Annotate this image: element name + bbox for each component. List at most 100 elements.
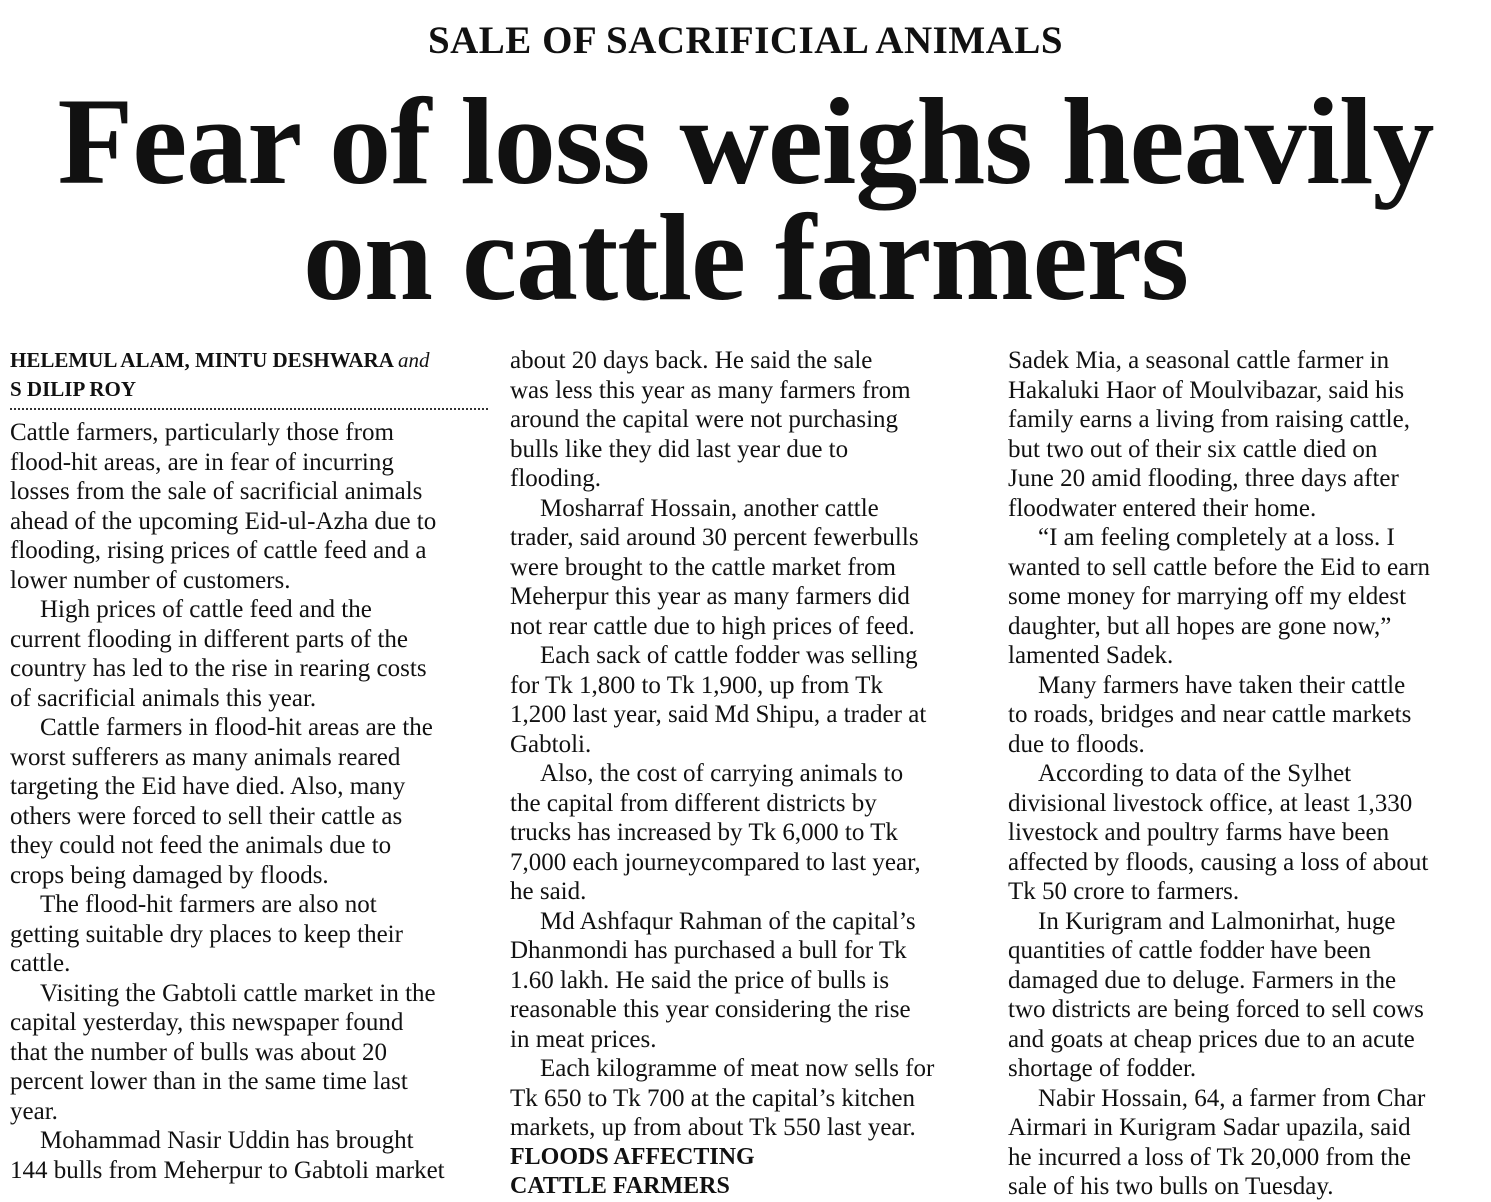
text-line: country has led to the rise in rearing c… (10, 654, 488, 684)
paragraph: Mosharraf Hossain, another cattle trader,… (510, 494, 980, 642)
text-line-content: Many farmers have taken their cattle (1038, 671, 1406, 699)
text-line: year. (10, 1097, 488, 1127)
text-line: percent lower than in the same time last (10, 1067, 488, 1097)
text-line-content: to roads, bridges and near cattle market… (1008, 701, 1412, 728)
text-line: lower number of customers. (10, 566, 488, 596)
text-line-content: family earns a living from raising cattl… (1008, 406, 1410, 433)
text-line: June 20 amid flooding, three days after (1008, 464, 1486, 494)
text-line: Cattle farmers in flood-hit areas are th… (10, 713, 488, 743)
text-line: Tk 50 crore to farmers. (1008, 877, 1486, 907)
paragraph: Mohammad Nasir Uddin has brought 144 bull… (10, 1126, 488, 1185)
text-line: High prices of cattle feed and the (10, 595, 488, 625)
text-line: the capital from different districts by (510, 789, 980, 819)
text-line-content: was less this year as many farmers from (510, 376, 911, 404)
paragraph: Visiting the Gabtoli cattle market in th… (10, 979, 488, 1127)
text-line: 144 bulls from Meherpur to Gabtoli marke… (10, 1156, 488, 1186)
text-line-content: Also, the cost of carrying animals to (540, 760, 904, 787)
text-line: 7,000 each journeycompared to last year, (510, 848, 980, 878)
text-line: 1.60 lakh. He said the price of bulls is (510, 966, 980, 996)
text-line: FLOODS AFFECTING (510, 1143, 980, 1173)
text-line: due to floods. (1008, 730, 1486, 760)
text-line-content: Dhanmondi has purchased a bull for Tk (510, 937, 907, 964)
text-line: family earns a living from raising cattl… (1008, 405, 1486, 435)
text-line-content: current flooding in different parts of t… (10, 625, 409, 653)
text-line: Airmari in Kurigram Sadar upazila, said (1008, 1113, 1486, 1143)
byline-authors: S DILIP ROY (10, 377, 137, 401)
text-line-content: they could not feed the animals due to (10, 832, 392, 859)
text-line: reasonable this year considering the ris… (510, 995, 980, 1025)
text-line-content: affected by floods, causing a loss of ab… (1008, 848, 1429, 876)
column-2: about 20 days back. He said the sale was … (510, 346, 980, 1202)
text-line-content: capital yesterday, this newspaper found (10, 1009, 404, 1036)
text-line-content: wanted to sell cattle before the Eid to … (1008, 553, 1431, 581)
text-line-content: 144 bulls from Meherpur to Gabtoli marke… (10, 1156, 445, 1184)
paragraph: Many farmers have taken their cattle to r… (1008, 671, 1486, 760)
text-line: affected by floods, causing a loss of ab… (1008, 848, 1486, 878)
text-line-content: High prices of cattle feed and the (40, 596, 372, 623)
text-line: ahead of the upcoming Eid-ul-Azha due to (10, 507, 488, 537)
paragraph: Each kilogramme of meat now sells for Tk … (510, 1054, 980, 1143)
text-line-content: 7,000 each journeycompared to last year, (510, 848, 921, 876)
text-line-content: percent lower than in the same time last (10, 1068, 408, 1095)
text-line-content: Mohammad Nasir Uddin has brought (40, 1127, 414, 1154)
text-line: flood-hit areas, are in fear of incurrin… (10, 448, 488, 478)
text-line-content: not rear cattle due to high prices of fe… (510, 612, 915, 640)
text-line-content: CATTLE FARMERS (510, 1173, 730, 1199)
text-line-content: ahead of the upcoming Eid-ul-Azha due to (10, 507, 437, 535)
text-line-content: Airmari in Kurigram Sadar upazila, said (1008, 1114, 1411, 1141)
paragraph: In Kurigram and Lalmonirhat, huge quantit… (1008, 907, 1486, 1084)
column-3: Sadek Mia, a seasonal cattle farmer in Ha… (1008, 346, 1486, 1202)
text-line: capital yesterday, this newspaper found (10, 1008, 488, 1038)
text-line-content: Nabir Hossain, 64, a farmer from Char (1038, 1084, 1426, 1112)
text-line-content: Tk 50 crore to farmers. (1008, 878, 1240, 905)
text-line: Sadek Mia, a seasonal cattle farmer in (1008, 346, 1486, 376)
column-1: HELEMUL ALAM, MINTU DESHWARA and S DILIP… (10, 346, 488, 1185)
text-line: floodwater entered their home. (1008, 494, 1486, 524)
text-line: Dhanmondi has purchased a bull for Tk (510, 936, 980, 966)
text-line: targeting the Eid have died. Also, many (10, 772, 488, 802)
text-line: Each sack of cattle fodder was selling (510, 641, 980, 671)
byline: HELEMUL ALAM, MINTU DESHWARA and S DILIP… (10, 346, 488, 404)
text-line-content: flood-hit areas, are in fear of incurrin… (10, 448, 394, 476)
text-line-content: Tk 650 to Tk 700 at the capital’s kitche… (510, 1084, 916, 1112)
text-line-content: getting suitable dry places to keep thei… (10, 920, 403, 948)
text-line: Tk 650 to Tk 700 at the capital’s kitche… (510, 1084, 980, 1114)
text-line: flooding, rising prices of cattle feed a… (10, 536, 488, 566)
text-line: divisional livestock office, at least 1,… (1008, 789, 1486, 819)
text-line-content: Cattle farmers in flood-hit areas are th… (40, 714, 433, 741)
text-line-content: FLOODS AFFECTING (510, 1143, 755, 1170)
text-line-content: but two out of their six cattle died on (1008, 435, 1378, 463)
text-line: sale of his two bulls on Tuesday. (1008, 1172, 1486, 1202)
text-line: and goats at cheap prices due to an acut… (1008, 1025, 1486, 1055)
text-line: of sacrificial animals this year. (10, 684, 488, 714)
text-line: Md Ashfaqur Rahman of the capital’s (510, 907, 980, 937)
text-line: getting suitable dry places to keep thei… (10, 920, 488, 950)
text-line: Meherpur this year as many farmers did (510, 582, 980, 612)
text-line-content: Md Ashfaqur Rahman of the capital’s (540, 907, 916, 935)
text-line: Visiting the Gabtoli cattle market in th… (10, 979, 488, 1009)
text-line-content: that the number of bulls was about 20 (10, 1038, 388, 1066)
text-line: he incurred a loss of Tk 20,000 from the (1008, 1143, 1486, 1173)
text-line-content: Mosharraf Hossain, another cattle (540, 494, 879, 522)
text-line-content: In Kurigram and Lalmonirhat, huge (1038, 907, 1396, 935)
text-line-content: for Tk 1,800 to Tk 1,900, up from Tk (510, 671, 883, 699)
text-line: According to data of the Sylhet (1008, 759, 1486, 789)
paragraph: Each sack of cattle fodder was selling fo… (510, 641, 980, 759)
text-line-content: livestock and poultry farms have been (1008, 819, 1390, 846)
text-line-content: lower number of customers. (10, 566, 291, 594)
text-line-content: Visiting the Gabtoli cattle market in th… (40, 979, 436, 1007)
text-line-content: Each sack of cattle fodder was selling (540, 642, 918, 669)
text-line: wanted to sell cattle before the Eid to … (1008, 553, 1486, 583)
paragraph: Nabir Hossain, 64, a farmer from Char Air… (1008, 1084, 1486, 1202)
text-line-content: were brought to the cattle market from (510, 553, 896, 581)
text-line-content: about 20 days back. He said the sale (510, 347, 873, 374)
text-line: losses from the sale of sacrificial anim… (10, 477, 488, 507)
text-line: trucks has increased by Tk 6,000 to Tk (510, 818, 980, 848)
text-line-content: due to floods. (1008, 730, 1145, 758)
text-line-content: others were forced to sell their cattle … (10, 802, 403, 830)
text-line-content: crops being damaged by floods. (10, 861, 329, 889)
text-line: cattle. (10, 949, 488, 979)
text-line: Also, the cost of carrying animals to (510, 759, 980, 789)
text-line-content: reasonable this year considering the ris… (510, 996, 911, 1023)
